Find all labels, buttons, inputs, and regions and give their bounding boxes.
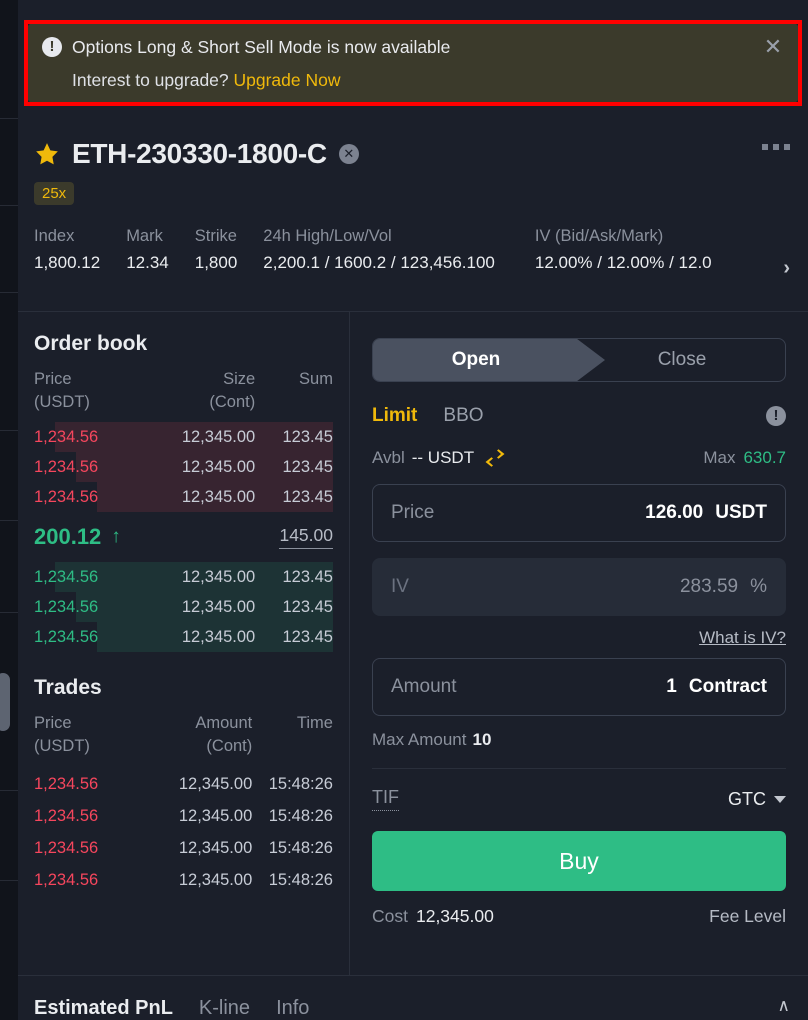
page-title: ETH-230330-1800-C <box>72 138 327 169</box>
tab-close[interactable]: Close <box>657 349 707 370</box>
stat-index: Index 1,800.12 <box>34 227 101 272</box>
trades-panel: Trades Price (USDT) Amount (Cont) Time <box>34 676 333 896</box>
available-label: Avbl <box>372 448 405 467</box>
tif-label[interactable]: TIF <box>372 787 399 811</box>
buy-button[interactable]: Buy <box>372 831 786 891</box>
leverage-badge[interactable]: 25x <box>34 182 75 205</box>
chevron-down-icon <box>774 796 786 804</box>
available-value: -- USDT <box>411 448 475 467</box>
panel-drag-handle[interactable] <box>0 673 10 731</box>
banner-title: Options Long & Short Sell Mode is now av… <box>72 36 451 57</box>
tab-k-line[interactable]: K-line <box>198 997 251 1019</box>
available-balance-row: Avbl -- USDT Max 630.7 <box>372 448 786 468</box>
order-book-panel: Order book Price (USDT) Size (Cont) Sum … <box>18 312 349 975</box>
table-row[interactable]: 1,234.56 12,345.00 123.45 <box>34 422 333 452</box>
what-is-iv-link[interactable]: What is IV? <box>699 628 786 647</box>
iv-unit: % <box>750 576 767 597</box>
stat-24h-high-low-vol: 24h High/Low/Vol 2,200.1 / 1600.2 / 123,… <box>263 227 495 272</box>
price-up-arrow-icon: ↑ <box>111 526 121 547</box>
upgrade-now-link[interactable]: Upgrade Now <box>233 70 341 90</box>
order-book-header: Price (USDT) Size (Cont) Sum <box>34 370 333 411</box>
max-amount-label: Max Amount <box>372 730 467 749</box>
more-dots-icon[interactable] <box>762 144 790 150</box>
order-book-bids: 1,234.56 12,345.00 123.45 1,234.56 12,34… <box>34 562 333 652</box>
last-price: 200.12 <box>34 524 102 549</box>
remove-instrument-icon[interactable]: ✕ <box>338 144 359 164</box>
main-sheet: ! Options Long & Short Sell Mode is now … <box>18 0 808 1020</box>
price-value: 126.00 <box>645 502 704 523</box>
amount-unit: Contract <box>688 676 767 697</box>
column-divider <box>349 312 350 975</box>
banner-close-icon[interactable]: ✕ <box>763 34 783 59</box>
background-page-strip <box>0 0 18 1020</box>
mark-price[interactable]: 145.00 <box>279 525 333 549</box>
form-divider <box>372 768 786 769</box>
iv-input[interactable]: IV 283.59 % <box>372 558 786 616</box>
iv-value: 283.59 <box>679 576 739 597</box>
max-amount-row: Max Amount 10 <box>372 730 786 750</box>
trades-rows: 1,234.56 12,345.00 15:48:26 1,234.56 12,… <box>34 768 333 896</box>
tab-estimated-pnl[interactable]: Estimated PnL <box>34 997 173 1019</box>
price-unit: USDT <box>715 502 767 523</box>
list-item: 1,234.56 12,345.00 15:48:26 <box>34 838 333 857</box>
trades-title: Trades <box>34 676 102 699</box>
table-row[interactable]: 1,234.56 12,345.00 123.45 <box>34 592 333 622</box>
cost-value: 12,345.00 <box>415 906 494 926</box>
tab-info[interactable]: Info <box>276 997 310 1019</box>
star-icon[interactable] <box>34 141 60 167</box>
chevron-right-icon[interactable]: › <box>783 257 790 279</box>
table-row[interactable]: 1,234.56 12,345.00 123.45 <box>34 622 333 652</box>
chevron-up-icon[interactable]: ∧ <box>777 996 790 1015</box>
table-row[interactable]: 1,234.56 12,345.00 123.45 <box>34 562 333 592</box>
order-form-panel: Open Close Limit BBO ! Avbl -- USDT Max … <box>350 312 808 975</box>
tab-limit[interactable]: Limit <box>372 405 418 426</box>
stat-strike: Strike 1,800 <box>194 227 238 272</box>
order-book-mid-price: 200.12 ↑ 145.00 <box>34 514 333 560</box>
tif-select[interactable]: GTC <box>728 789 786 810</box>
stat-iv-bid-ask-mark: IV (Bid/Ask/Mark) 12.00% / 12.00% / 12.0 <box>534 227 712 272</box>
amount-label: Amount <box>391 676 457 697</box>
bottom-divider <box>18 975 808 976</box>
list-item: 1,234.56 12,345.00 15:48:26 <box>34 870 333 889</box>
instrument-header: ETH-230330-1800-C ✕ 25x Index 1,800.12 M… <box>18 118 808 310</box>
order-type-tabs: Limit BBO ! <box>372 402 786 430</box>
open-close-toggle: Open Close <box>372 338 786 382</box>
fee-level-link[interactable]: Fee Level <box>709 906 786 926</box>
info-circle-icon[interactable]: ! <box>766 406 786 426</box>
cost-row: Cost 12,345.00 Fee Level <box>372 906 786 927</box>
max-value: 630.7 <box>743 448 786 467</box>
tab-open[interactable]: Open <box>451 349 501 370</box>
list-item: 1,234.56 12,345.00 15:48:26 <box>34 806 333 825</box>
banner-subtitle: Interest to upgrade? <box>72 70 234 90</box>
instrument-stats: Index 1,800.12 Mark 12.34 Strike 1,800 <box>34 227 790 279</box>
stat-mark: Mark 12.34 <box>126 227 169 272</box>
tif-row: TIF GTC <box>372 787 786 811</box>
tab-bbo[interactable]: BBO <box>443 405 484 426</box>
table-row[interactable]: 1,234.56 12,345.00 123.45 <box>34 452 333 482</box>
table-row[interactable]: 1,234.56 12,345.00 123.45 <box>34 482 333 512</box>
order-book-asks: 1,234.56 12,345.00 123.45 1,234.56 12,34… <box>34 422 333 512</box>
header-divider <box>18 311 808 312</box>
price-input[interactable]: Price 126.00 USDT <box>372 484 786 542</box>
promo-banner: ! Options Long & Short Sell Mode is now … <box>24 20 802 106</box>
cost-label: Cost <box>372 906 408 926</box>
trades-header: Price (USDT) Amount (Cont) Time <box>34 714 333 755</box>
max-label: Max <box>703 448 736 467</box>
amount-value: 1 <box>666 676 677 697</box>
price-label: Price <box>391 502 435 523</box>
max-amount-value: 10 <box>472 730 492 749</box>
swap-arrows-icon[interactable] <box>484 449 506 467</box>
amount-input[interactable]: Amount 1 Contract <box>372 658 786 716</box>
alert-circle-icon: ! <box>42 37 62 57</box>
order-book-title: Order book <box>34 332 148 355</box>
iv-label: IV <box>391 576 409 597</box>
bottom-tab-bar: Estimated PnL K-line Info ∧ <box>18 976 808 1020</box>
list-item: 1,234.56 12,345.00 15:48:26 <box>34 774 333 793</box>
